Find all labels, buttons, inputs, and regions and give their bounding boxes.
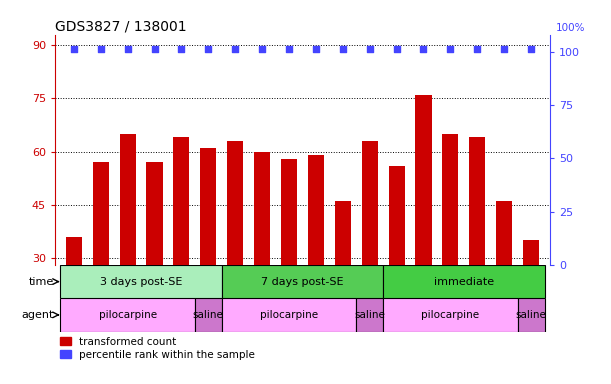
Text: pilocarpine: pilocarpine [422, 310, 480, 320]
Point [96, 46, 106, 52]
Bar [195, 298, 222, 331]
Bar [415, 95, 431, 364]
Text: saline: saline [193, 310, 224, 320]
Point [472, 46, 482, 52]
Bar [147, 162, 163, 364]
Text: saline: saline [354, 310, 385, 320]
Bar [93, 162, 109, 364]
Point [203, 46, 213, 52]
Bar [60, 265, 222, 298]
Point [150, 46, 159, 52]
Point [499, 46, 509, 52]
Text: time: time [28, 276, 54, 286]
Text: saline: saline [516, 310, 546, 320]
Point [526, 46, 536, 52]
Point [69, 46, 79, 52]
Bar [518, 298, 544, 331]
Point [311, 46, 321, 52]
Bar [442, 134, 458, 364]
Legend: transformed count, percentile rank within the sample: transformed count, percentile rank withi… [60, 337, 255, 360]
Point [338, 46, 348, 52]
Bar [174, 137, 189, 364]
Bar [254, 152, 270, 364]
Bar [496, 201, 512, 364]
Bar [308, 155, 324, 364]
Bar [281, 159, 297, 364]
Bar [469, 137, 485, 364]
Bar [356, 298, 383, 331]
Bar [335, 201, 351, 364]
Text: 3 days post-SE: 3 days post-SE [100, 276, 182, 286]
Text: agent: agent [21, 310, 54, 320]
Text: pilocarpine: pilocarpine [260, 310, 318, 320]
Bar [200, 148, 216, 364]
Text: 7 days post-SE: 7 days post-SE [261, 276, 344, 286]
Bar [120, 134, 136, 364]
Text: pilocarpine: pilocarpine [98, 310, 156, 320]
Point [257, 46, 267, 52]
Point [445, 46, 455, 52]
Point [419, 46, 428, 52]
Text: immediate: immediate [434, 276, 494, 286]
Bar [523, 240, 539, 364]
Bar [222, 298, 356, 331]
Text: GDS3827 / 138001: GDS3827 / 138001 [55, 20, 186, 33]
Bar [362, 141, 378, 364]
Point [230, 46, 240, 52]
Point [284, 46, 294, 52]
Point [365, 46, 375, 52]
Bar [66, 237, 82, 364]
Text: 100%: 100% [555, 23, 585, 33]
Bar [389, 166, 404, 364]
Bar [222, 265, 383, 298]
Bar [60, 298, 195, 331]
Bar [383, 265, 544, 298]
Point [392, 46, 401, 52]
Bar [227, 141, 243, 364]
Point [177, 46, 186, 52]
Bar [383, 298, 518, 331]
Point [123, 46, 133, 52]
